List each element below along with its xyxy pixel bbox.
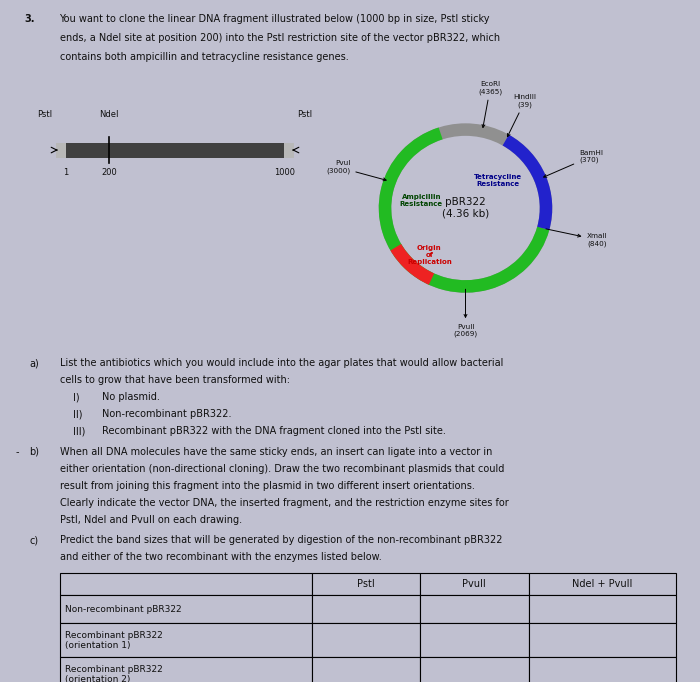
Text: 3.: 3. [25,14,35,24]
Text: c): c) [29,535,38,546]
Text: PstI: PstI [298,110,313,119]
Text: NdeI: NdeI [99,110,119,119]
Text: Non-recombinant pBR322: Non-recombinant pBR322 [65,604,182,614]
Text: result from joining this fragment into the plasmid in two different insert orien: result from joining this fragment into t… [60,481,475,491]
Text: III): III) [74,426,86,436]
Text: cells to grow that have been transformed with:: cells to grow that have been transformed… [60,375,290,385]
Text: Predict the band sizes that will be generated by digestion of the non-recombinan: Predict the band sizes that will be gene… [60,535,502,546]
Bar [312,595,420,623]
Text: Origin
of
Replication: Origin of Replication [407,245,452,265]
Text: pBR322
(4.36 kb): pBR322 (4.36 kb) [442,197,489,219]
Bar [420,573,528,595]
Text: contains both ampicillin and tetracycline resistance genes.: contains both ampicillin and tetracyclin… [60,52,349,62]
Text: NdeI + PvuII: NdeI + PvuII [572,579,632,589]
Text: I): I) [74,392,80,402]
Text: PvuI
(3000): PvuI (3000) [326,160,386,181]
Text: a): a) [29,358,39,368]
Text: PvuII
(2069): PvuII (2069) [454,289,477,338]
Bar [312,623,420,657]
Text: 200: 200 [102,168,117,177]
Text: When all DNA molecules have the same sticky ends, an insert can ligate into a ve: When all DNA molecules have the same sti… [60,447,492,457]
Text: 1: 1 [63,168,68,177]
Text: PvuII: PvuII [463,579,486,589]
Text: Recombinant pBR322
(orientation 1): Recombinant pBR322 (orientation 1) [65,631,163,650]
Bar [60,595,312,623]
Text: Non-recombinant pBR322.: Non-recombinant pBR322. [102,409,231,419]
Text: EcoRI
(4365): EcoRI (4365) [478,81,503,128]
Text: PstI: PstI [37,110,52,119]
Text: 1000: 1000 [274,168,295,177]
Bar [528,657,676,682]
Bar [420,595,528,623]
Text: You want to clone the linear DNA fragment illustrated below (1000 bp in size, Ps: You want to clone the linear DNA fragmen… [60,14,490,24]
Text: Recombinant pBR322 with the DNA fragment cloned into the PstI site.: Recombinant pBR322 with the DNA fragment… [102,426,445,436]
Text: No plasmid.: No plasmid. [102,392,160,402]
Text: either orientation (non-directional cloning). Draw the two recombinant plasmids : either orientation (non-directional clon… [60,464,504,474]
Bar [420,657,528,682]
Text: PstI, NdeI and PvuII on each drawing.: PstI, NdeI and PvuII on each drawing. [60,515,241,525]
Bar [60,573,312,595]
Text: ends, a NdeI site at position 200) into the PstI restriction site of the vector : ends, a NdeI site at position 200) into … [60,33,500,43]
Bar [528,623,676,657]
Text: PstI: PstI [357,579,374,589]
Text: Tetracycline
Resistance: Tetracycline Resistance [474,174,522,187]
Text: Ampicillin
Resistance: Ampicillin Resistance [400,194,443,207]
Text: Clearly indicate the vector DNA, the inserted fragment, and the restriction enzy: Clearly indicate the vector DNA, the ins… [60,498,508,508]
Text: HindIII
(39): HindIII (39) [508,94,536,136]
Bar [60,657,312,682]
Text: -: - [15,447,19,457]
Text: List the antibiotics which you would include into the agar plates that would all: List the antibiotics which you would inc… [60,358,503,368]
Bar [312,657,420,682]
Bar [420,623,528,657]
Bar [528,595,676,623]
Text: and either of the two recombinant with the enzymes listed below.: and either of the two recombinant with t… [60,552,382,563]
Text: XmaII
(840): XmaII (840) [546,229,608,246]
Text: II): II) [74,409,83,419]
Bar [56,143,66,158]
Bar [312,573,420,595]
Text: BamHI
(370): BamHI (370) [544,150,603,177]
Bar [60,623,312,657]
Bar [284,143,294,158]
Text: b): b) [29,447,39,457]
Bar [66,143,284,158]
Bar [528,573,676,595]
Text: Recombinant pBR322
(orientation 2): Recombinant pBR322 (orientation 2) [65,665,163,682]
